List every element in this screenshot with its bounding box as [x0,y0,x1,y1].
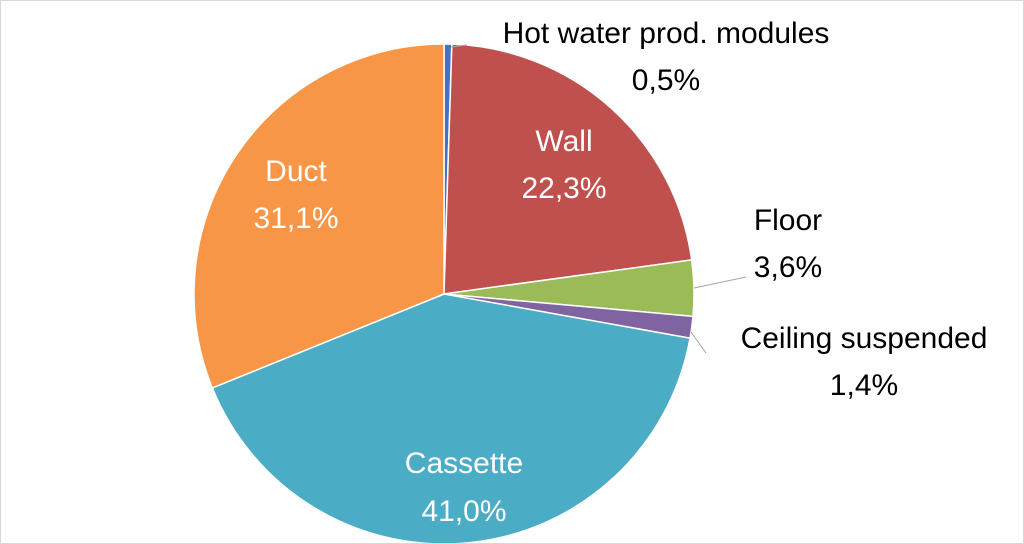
pie-slice-cassette [211,293,691,543]
slice-value-label-duct: 31,1% [253,202,338,235]
leader-line-ceiling-suspended [690,331,707,354]
slice-name-label-ceiling-suspended: Ceiling suspended [741,322,988,355]
slice-value-label-cassette: 41,0% [421,495,506,528]
slice-value-label-wall: 22,3% [521,172,606,205]
slice-name-label-duct: Duct [265,155,327,188]
slice-name-label-cassette: Cassette [405,447,523,480]
slice-name-label-hot-water-prod-modules: Hot water prod. modules [503,17,830,50]
pie-slice-wall [443,43,693,295]
slice-value-label-ceiling-suspended: 1,4% [830,369,898,402]
leader-line-hot-water-prod-modules [450,44,468,48]
slice-name-label-floor: Floor [754,204,822,237]
slice-value-label-hot-water-prod-modules: 0,5% [632,64,700,97]
pie-slice-duct [193,43,445,389]
leader-line-floor [693,276,747,289]
slice-value-label-floor: 3,6% [754,251,822,284]
slice-name-label-wall: Wall [535,125,592,158]
